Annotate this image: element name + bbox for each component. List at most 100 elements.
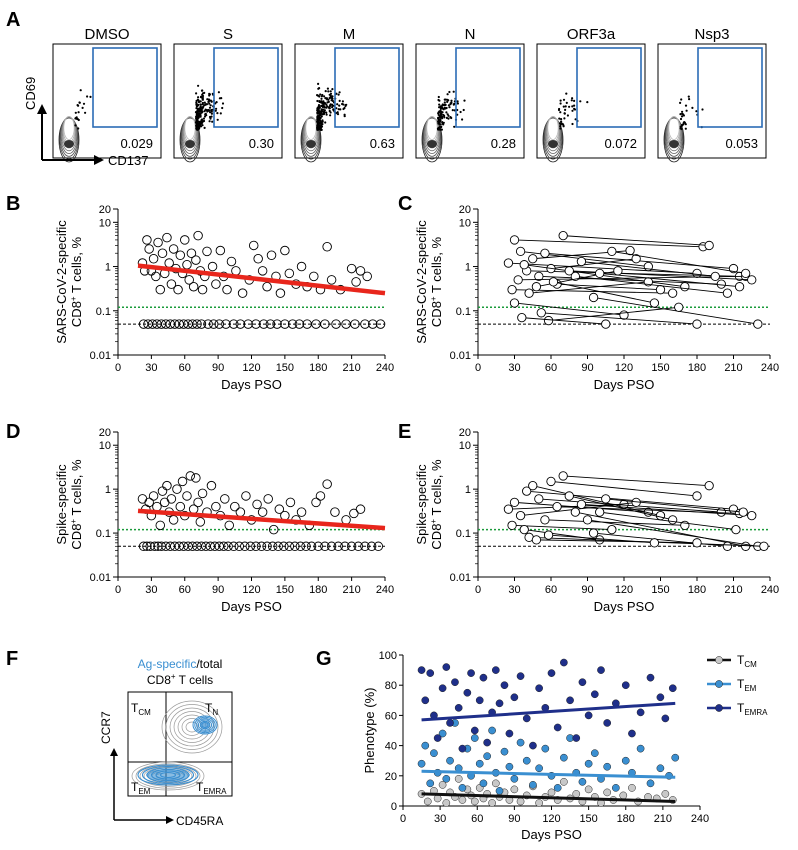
event-dot — [195, 102, 198, 105]
donor-point — [534, 494, 544, 504]
event-dot — [446, 93, 449, 96]
phenotype-point-emra — [535, 684, 543, 693]
donor-line — [611, 250, 746, 274]
event-dot — [201, 124, 204, 127]
trend-line — [137, 508, 386, 531]
phenotype-point-emra — [572, 734, 581, 742]
donor-line — [563, 235, 710, 246]
donor-point — [503, 258, 514, 268]
donor-point — [582, 515, 593, 525]
donor-line — [514, 239, 704, 248]
legend-swatch-dot — [715, 704, 723, 712]
data-point — [262, 281, 272, 292]
x-tick-label: 210 — [654, 813, 672, 825]
event-dot — [688, 98, 691, 101]
data-point — [172, 484, 182, 494]
event-dot — [197, 114, 200, 117]
data-point — [148, 254, 159, 264]
donor-point — [519, 524, 529, 535]
x-axis-label: Days PSO — [221, 599, 282, 614]
phenotype-point-cm — [438, 781, 447, 789]
event-dot — [321, 93, 324, 97]
x-tick-label: 30 — [508, 362, 520, 374]
event-dot — [681, 110, 684, 113]
event-dot — [216, 118, 219, 121]
data-point — [241, 491, 251, 501]
donor-point — [524, 288, 534, 298]
event-dot — [319, 126, 322, 129]
donor-point — [509, 497, 520, 508]
data-point — [256, 541, 267, 552]
event-dot — [341, 102, 344, 106]
data-point — [197, 488, 208, 499]
event-dot — [210, 112, 213, 115]
legend-label-main: T — [737, 701, 745, 715]
event-dot — [701, 108, 704, 111]
data-point — [144, 497, 154, 508]
event-dot — [201, 110, 204, 113]
event-dot — [319, 128, 323, 131]
panel-letter-g: G — [316, 648, 332, 670]
donor-point — [692, 491, 702, 501]
panel-letter-c: C — [398, 193, 412, 215]
x-tick-label: 180 — [309, 584, 327, 596]
donor-line — [575, 511, 746, 547]
event-dot — [319, 120, 322, 123]
event-dot — [570, 99, 573, 102]
data-point — [231, 266, 241, 276]
event-dot — [209, 111, 212, 114]
flow-a-axes — [37, 104, 104, 165]
phenotype-point-em — [671, 753, 680, 762]
event-dot — [682, 113, 685, 116]
data-point — [226, 256, 237, 267]
phenotype-point-emra — [621, 681, 630, 690]
phenotype-point-emra — [442, 663, 451, 671]
event-dot — [89, 95, 92, 98]
donor-line — [536, 539, 698, 544]
y-tick-label: 0 — [391, 801, 397, 813]
data-point — [155, 284, 166, 295]
phenotype-point-em — [483, 752, 491, 761]
contour-core — [64, 140, 74, 148]
phenotype-point-emra — [421, 696, 430, 705]
data-point — [214, 319, 224, 329]
event-dot — [318, 112, 321, 115]
y-axis-label-line1: Spike-specific — [54, 464, 69, 545]
event-dot — [324, 90, 327, 93]
donor-line — [569, 495, 673, 521]
data-point — [368, 319, 378, 329]
event-dot — [437, 122, 440, 125]
event-dot — [446, 98, 449, 101]
event-dot — [459, 110, 462, 114]
phenotype-point-em — [488, 726, 496, 735]
phenotype-point-emra — [491, 666, 500, 674]
event-dot — [684, 104, 688, 107]
y-tick-label: 0.1 — [96, 528, 111, 540]
phenotype-point-emra — [522, 714, 531, 723]
donor-line — [550, 480, 698, 497]
data-point — [153, 541, 163, 552]
event-dot — [324, 121, 327, 124]
event-dot — [208, 94, 211, 97]
data-point — [157, 486, 168, 496]
event-dot — [325, 113, 328, 116]
event-dot — [331, 103, 334, 106]
flow-panel-f: Ag-specific/total CD8+ T cells TCM TN TE… — [99, 657, 233, 828]
data-point — [251, 319, 261, 329]
event-dot — [219, 112, 222, 115]
data-point — [351, 277, 361, 287]
event-dot — [199, 108, 202, 111]
event-dot — [208, 102, 211, 105]
event-dot — [442, 114, 445, 117]
event-dot — [320, 115, 323, 118]
event-dot — [448, 90, 451, 94]
donor-point — [570, 507, 580, 517]
data-point — [263, 494, 273, 504]
event-dot — [201, 106, 204, 109]
donor-point — [528, 481, 538, 491]
phenotype-point-em — [621, 756, 630, 765]
donor-line — [538, 275, 722, 285]
x-axis-label: Days PSO — [594, 377, 655, 392]
data-point — [184, 275, 194, 285]
y-tick-label: 20 — [385, 771, 397, 783]
